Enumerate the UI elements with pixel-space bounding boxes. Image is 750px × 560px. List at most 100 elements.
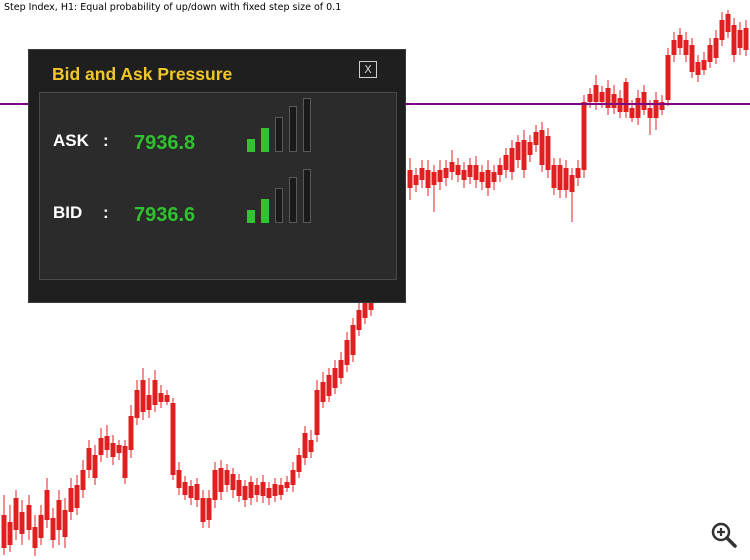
candle-body [344, 340, 350, 365]
candle [689, 38, 695, 78]
candle [146, 378, 152, 418]
ask-pressure-meter [247, 98, 317, 152]
candle-body [272, 484, 278, 496]
pressure-bar [289, 177, 297, 223]
candle [491, 165, 497, 190]
pressure-bar [303, 98, 311, 152]
panel-title: Bid and Ask Pressure [52, 64, 233, 84]
candle-body [683, 40, 689, 55]
candle-body [467, 165, 473, 177]
candle-body [725, 14, 731, 32]
candle-body [110, 443, 116, 457]
candle [407, 158, 413, 200]
zoom-in-icon[interactable] [710, 521, 738, 549]
candle [200, 490, 206, 528]
candle [152, 370, 158, 412]
candle [425, 160, 431, 196]
candle-body [713, 38, 719, 58]
candle [308, 430, 314, 458]
candle-body [641, 92, 647, 110]
candle [290, 462, 296, 492]
candle [50, 508, 56, 548]
candle-body [701, 60, 707, 70]
candle [110, 435, 116, 465]
candle [344, 332, 350, 372]
candle-body [260, 482, 266, 496]
candle-body [80, 470, 86, 490]
candle-body [515, 142, 521, 160]
candle-body [575, 168, 581, 178]
candle [356, 302, 362, 336]
candle-body [74, 485, 80, 508]
candle-body [737, 30, 743, 48]
candle-body [425, 170, 431, 188]
candle [473, 156, 479, 188]
candle-body [647, 108, 653, 118]
candle [254, 478, 260, 502]
candle [713, 30, 719, 64]
candle [74, 475, 80, 515]
candle-body [623, 82, 629, 112]
candle-body [212, 470, 218, 500]
candle-body [707, 45, 713, 62]
candle-body [128, 416, 134, 450]
candle [19, 500, 25, 545]
candle [449, 150, 455, 180]
candle-body [431, 172, 437, 185]
candle-body [170, 403, 176, 475]
candle [671, 32, 677, 62]
candle-body [419, 168, 425, 180]
candle [338, 352, 344, 384]
candle [218, 460, 224, 500]
candle [68, 478, 74, 520]
candle-body [218, 468, 224, 492]
candle-body [665, 55, 671, 100]
candle-body [689, 45, 695, 72]
candle [737, 22, 743, 55]
candle-body [56, 500, 62, 530]
candle [413, 168, 419, 192]
candle [563, 160, 569, 198]
candle [188, 480, 194, 505]
candle-body [104, 436, 110, 450]
candle [122, 440, 128, 484]
candle-body [449, 162, 455, 172]
candle [719, 12, 725, 46]
candle-body [116, 445, 122, 453]
candle [479, 165, 485, 190]
candle [647, 100, 653, 135]
candle [26, 495, 32, 540]
candle-body [629, 108, 635, 118]
candle-body [587, 94, 593, 102]
candle-body [1, 515, 7, 548]
candle [272, 478, 278, 502]
chart-title: Step Index, H1: Equal probability of up/… [4, 2, 342, 13]
candle [230, 468, 236, 498]
close-button[interactable]: X [359, 61, 377, 78]
candle [581, 95, 587, 178]
bid-ask-pressure-panel: Bid and Ask Pressure X ASK : 7936.8 BID … [28, 49, 406, 303]
candle-body [485, 170, 491, 188]
candle-body [206, 498, 212, 520]
ask-separator: : [103, 131, 109, 150]
candle [182, 476, 188, 500]
candle [326, 368, 332, 402]
pressure-bar [289, 106, 297, 152]
candle [641, 85, 647, 115]
candle [44, 478, 50, 528]
candle [194, 478, 200, 507]
candle [206, 490, 212, 528]
candle [467, 158, 473, 184]
pressure-bar [275, 117, 283, 152]
candle [701, 52, 707, 75]
candle [224, 464, 230, 492]
candle [665, 48, 671, 106]
candle [521, 130, 527, 178]
candle [557, 158, 563, 198]
candle-body [332, 368, 338, 388]
candle-body [479, 172, 485, 182]
candle-body [605, 88, 611, 108]
candle-body [503, 155, 509, 170]
candle-body [158, 393, 164, 402]
